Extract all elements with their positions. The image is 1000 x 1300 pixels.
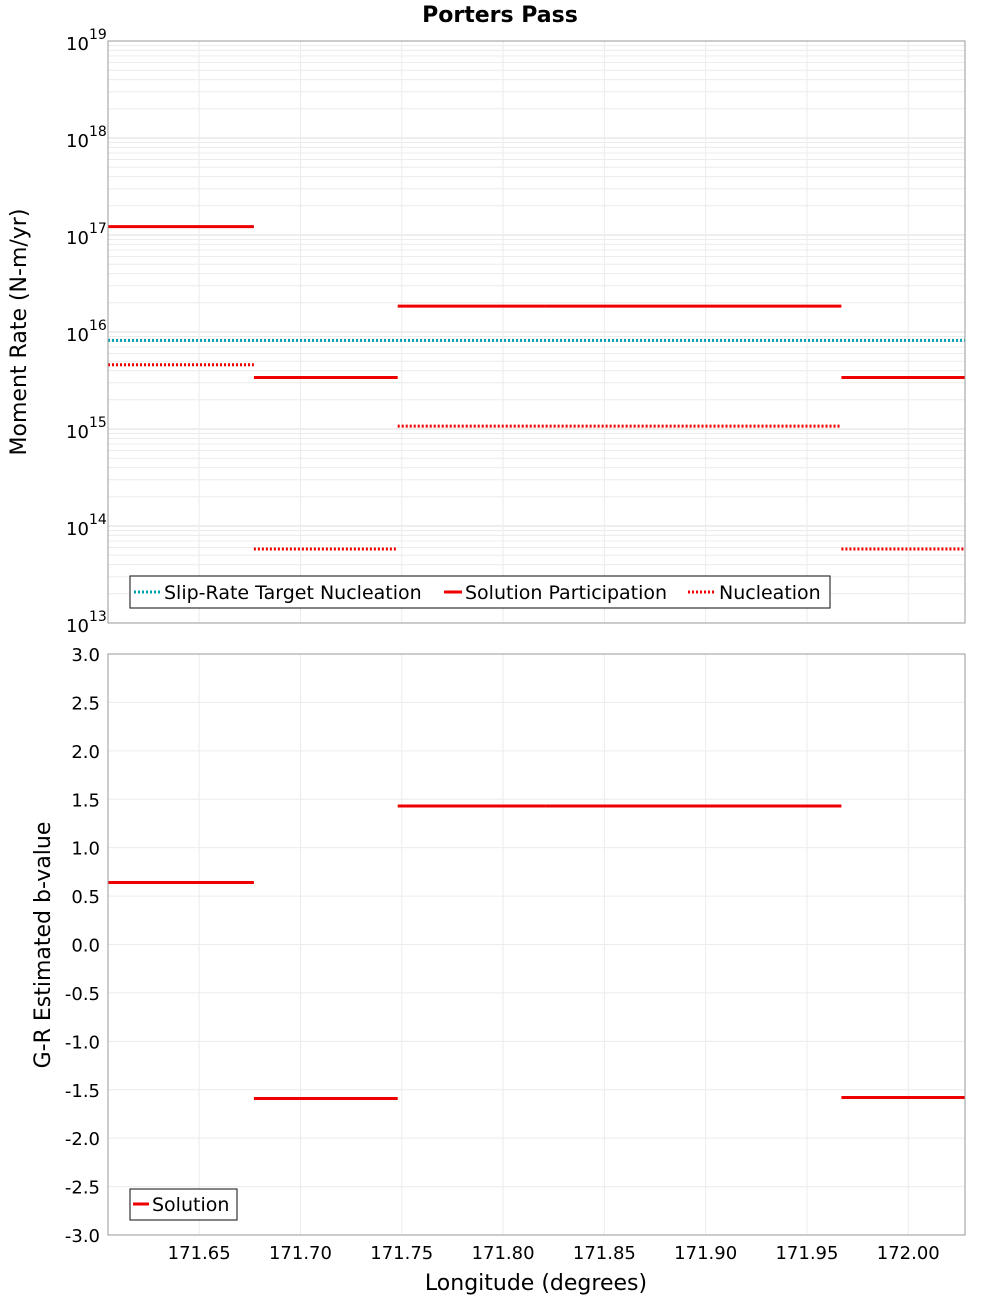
y-tick-label: 10 [66, 131, 89, 152]
y-tick-label: -1.5 [65, 1081, 100, 1102]
y-tick-label: -3.0 [65, 1226, 100, 1247]
y-tick-exponent: 13 [89, 609, 107, 625]
b-value-plot: 3.0 2.5 2.0 1.5 1.0 0.5 0.0 -0.5 -1.0 -1.5 -2.0 -2.… [31, 645, 966, 1296]
y-tick-exponent: 19 [89, 27, 107, 43]
y-tick-exponent: 15 [89, 415, 107, 431]
b-value-y-ticks: 3.0 2.5 2.0 1.5 1.0 0.5 0.0 -0.5 -1.0 -1.5 -2.0 -2.… [65, 645, 100, 1247]
y-tick-exponent: 16 [89, 318, 107, 334]
y-tick-label: 1.0 [71, 839, 100, 860]
y-tick-label: 10 [66, 34, 89, 55]
y-tick-label: -0.5 [65, 984, 100, 1005]
b-value-legend: Solution [129, 1188, 238, 1221]
b-value-series [108, 804, 965, 1100]
x-tick-label: 172.00 [877, 1243, 940, 1264]
y-tick-label: 2.0 [71, 742, 100, 763]
y-tick-label: -1.0 [65, 1032, 100, 1053]
x-tick-label: 171.70 [269, 1243, 332, 1264]
y-tick-exponent: 14 [89, 512, 107, 528]
x-tick-label: 171.90 [674, 1243, 737, 1264]
x-axis-label: Longitude (degrees) [425, 1271, 647, 1296]
b-value-plot-border [107, 653, 966, 1236]
x-tick-label: 171.95 [775, 1243, 838, 1264]
y-tick-label: -2.5 [65, 1178, 100, 1199]
x-tick-label: 171.75 [370, 1243, 433, 1264]
moment-rate-series [108, 225, 965, 551]
x-ticks: 171.65 171.70 171.75 171.80 171.85 171.90 171.… [168, 1243, 940, 1264]
legend-slip-rate-target: Slip-Rate Target Nucleation [164, 582, 422, 604]
x-tick-label: 171.80 [472, 1243, 535, 1264]
y-tick-label: 1.5 [71, 790, 100, 811]
chart-title: Porters Pass [422, 3, 578, 28]
y-tick-label: 10 [66, 325, 89, 346]
y-tick-label: 10 [66, 519, 89, 540]
y-tick-label: -2.0 [65, 1129, 100, 1150]
moment-rate-y-label: Moment Rate (N-m/yr) [7, 209, 32, 456]
y-tick-label: 10 [66, 228, 89, 249]
legend-solution-participation: Solution Participation [465, 582, 667, 604]
x-tick-label: 171.85 [573, 1243, 636, 1264]
b-value-grid [108, 653, 965, 1236]
y-tick-label: 10 [66, 616, 89, 637]
b-value-y-label: G-R Estimated b-value [31, 822, 56, 1069]
y-tick-exponent: 17 [89, 221, 107, 237]
y-tick-label: 3.0 [71, 645, 100, 666]
x-tick-label: 171.65 [168, 1243, 231, 1264]
y-tick-exponent: 18 [89, 124, 107, 140]
y-tick-label: 0.0 [71, 936, 100, 957]
legend-nucleation: Nucleation [719, 582, 821, 604]
y-tick-label: 0.5 [71, 887, 100, 908]
y-tick-label: 2.5 [71, 693, 100, 714]
moment-rate-plot-border [107, 40, 966, 624]
moment-rate-legend: Slip-Rate Target Nucleation Solution Par… [129, 575, 831, 609]
y-tick-label: 10 [66, 422, 89, 443]
legend-solution: Solution [152, 1194, 229, 1216]
